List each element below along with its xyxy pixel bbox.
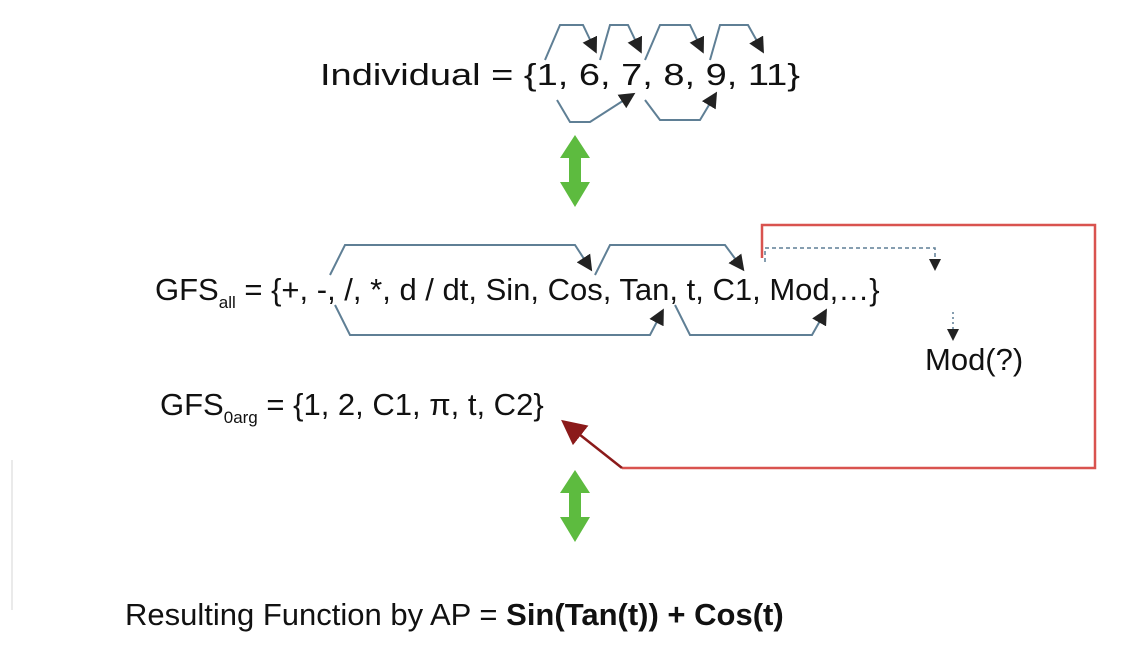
result-label: Resulting Function by AP = xyxy=(125,597,506,632)
gfs-subscript: all xyxy=(219,293,236,312)
red-arrow xyxy=(561,419,623,469)
result-text: Resulting Function by AP = Sin(Tan(t)) +… xyxy=(125,597,784,632)
gfs-all-text: GFSall = {+, -, /, *, d / dt, Sin, Cos, … xyxy=(155,272,880,312)
gfs-set: = {+, -, /, *, d / dt, Sin, Cos, Tan, t,… xyxy=(236,272,880,307)
individual-text: Individual = {1, 6, 7, 8, 9, 11} xyxy=(320,57,800,92)
gfs-subscript: 0arg xyxy=(224,408,258,427)
gfs-set: = {1, 2, C1, π, t, C2} xyxy=(258,387,544,422)
result-function: Sin(Tan(t)) + Cos(t) xyxy=(506,597,784,632)
mod-note: Mod(?) xyxy=(925,342,1023,377)
gfs-all-connectors xyxy=(329,244,959,341)
gfs-name: GFS xyxy=(155,272,219,307)
green-double-arrow xyxy=(560,135,590,542)
red-loop xyxy=(622,223,1097,470)
individual-connectors xyxy=(544,24,764,123)
gfs-name: GFS xyxy=(160,387,224,422)
gfs-0arg-text: GFS0arg = {1, 2, C1, π, t, C2} xyxy=(160,387,544,427)
